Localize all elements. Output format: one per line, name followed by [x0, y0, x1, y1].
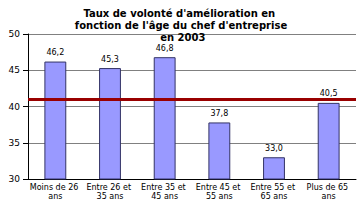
- svg-text:Entre 55 et: Entre 55 et: [250, 183, 297, 192]
- svg-text:Plus de 65: Plus de 65: [307, 183, 351, 192]
- svg-text:Taux de volonté d'amélioration: Taux de volonté d'amélioration en: [83, 8, 278, 19]
- svg-text:Moins de 26: Moins de 26: [30, 183, 81, 192]
- svg-text:Entre 45 et: Entre 45 et: [196, 183, 243, 192]
- svg-text:45,3: 45,3: [101, 55, 119, 64]
- svg-text:en 2003: en 2003: [157, 32, 206, 43]
- svg-text:65 ans: 65 ans: [261, 192, 288, 201]
- svg-text:Entre 35 et: Entre 35 et: [141, 183, 188, 192]
- svg-text:46,2: 46,2: [46, 48, 64, 57]
- svg-text:Entre 26 et: Entre 26 et: [86, 183, 133, 192]
- svg-text:35: 35: [9, 138, 20, 148]
- svg-text:ans: ans: [322, 192, 336, 201]
- svg-text:45 ans: 45 ans: [151, 192, 178, 201]
- svg-text:35 ans: 35 ans: [97, 192, 124, 201]
- svg-text:40,5: 40,5: [320, 89, 338, 98]
- svg-text:50: 50: [9, 29, 21, 39]
- svg-text:37,8: 37,8: [210, 109, 228, 118]
- svg-text:40: 40: [9, 102, 21, 112]
- svg-text:fonction de l'âge du chef d'en: fonction de l'âge du chef d'entreprise: [75, 20, 288, 31]
- svg-text:33,0: 33,0: [265, 144, 283, 153]
- svg-text:55 ans: 55 ans: [206, 192, 233, 201]
- svg-text:45: 45: [9, 65, 20, 75]
- svg-text:46,8: 46,8: [156, 44, 174, 53]
- svg-text:ans: ans: [48, 192, 62, 201]
- svg-text:30: 30: [9, 174, 21, 184]
